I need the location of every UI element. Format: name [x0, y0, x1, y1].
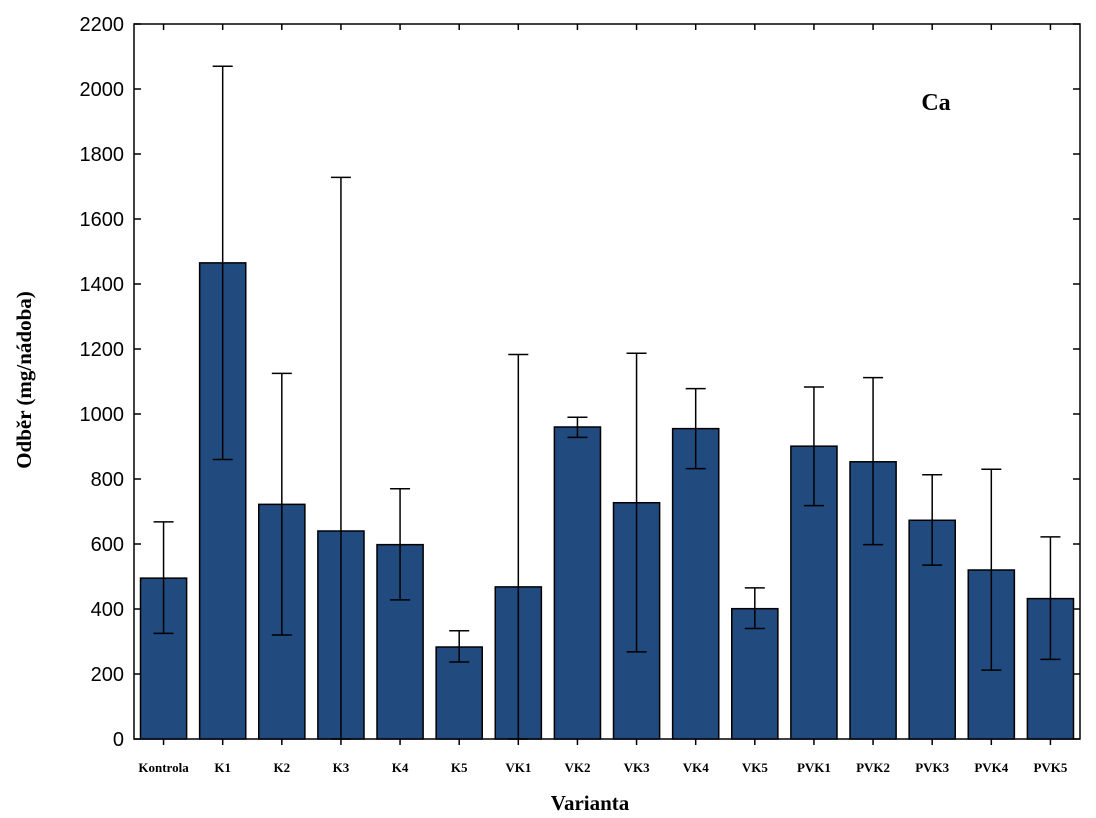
x-tick-label: K2 [274, 760, 291, 775]
chart-annotation: Ca [921, 90, 950, 116]
y-tick-label: 1000 [80, 404, 125, 426]
y-tick-label: 200 [91, 664, 124, 686]
y-tick-label: 2200 [80, 14, 125, 36]
x-tick-label: PVK2 [856, 760, 890, 775]
x-tick-label: VK3 [624, 760, 651, 775]
x-axis-title: Varianta [551, 791, 630, 815]
x-tick-label: PVK4 [974, 760, 1008, 775]
bar [731, 607, 779, 740]
y-tick-label: 400 [91, 599, 124, 621]
y-tick-label: 2000 [80, 79, 125, 101]
x-tick-label: Kontrola [138, 760, 189, 775]
x-axis: Kontrola K1 K2 K3 K4 K5 VK1 VK2 VK3 VK4 VK5 PVK1 PVK… [138, 24, 1068, 775]
y-tick-label: 600 [91, 534, 124, 556]
x-tick-label: PVK3 [915, 760, 949, 775]
x-tick-label: K3 [333, 760, 350, 775]
y-tick-label: 1800 [80, 144, 125, 166]
y-tick-label: 1400 [80, 274, 125, 296]
x-tick-label: K5 [451, 760, 468, 775]
bar [671, 427, 720, 740]
x-tick-label: VK1 [505, 760, 531, 775]
bar [553, 426, 602, 740]
y-tick-label: 800 [91, 469, 124, 491]
y-tick-label: 1200 [80, 339, 125, 361]
x-tick-label: PVK5 [1033, 760, 1067, 775]
y-tick-label: 0 [113, 729, 124, 751]
x-tick-label: VK4 [683, 760, 710, 775]
x-tick-label: PVK1 [797, 760, 831, 775]
y-axis: 0 200 400 600 800 1000 1200 1400 1600 1800 2000 220… [80, 14, 1080, 751]
y-axis-title: Odběr (mg/nádoba) [12, 291, 36, 469]
x-tick-label: K1 [214, 760, 231, 775]
x-tick-label: K4 [392, 760, 409, 775]
x-tick-label: VK2 [564, 760, 590, 775]
bars-group [139, 262, 1075, 740]
error-bars-group [153, 65, 1061, 740]
x-tick-label: VK5 [742, 760, 769, 775]
plot-frame [133, 23, 1081, 740]
y-tick-label: 1600 [80, 209, 125, 231]
